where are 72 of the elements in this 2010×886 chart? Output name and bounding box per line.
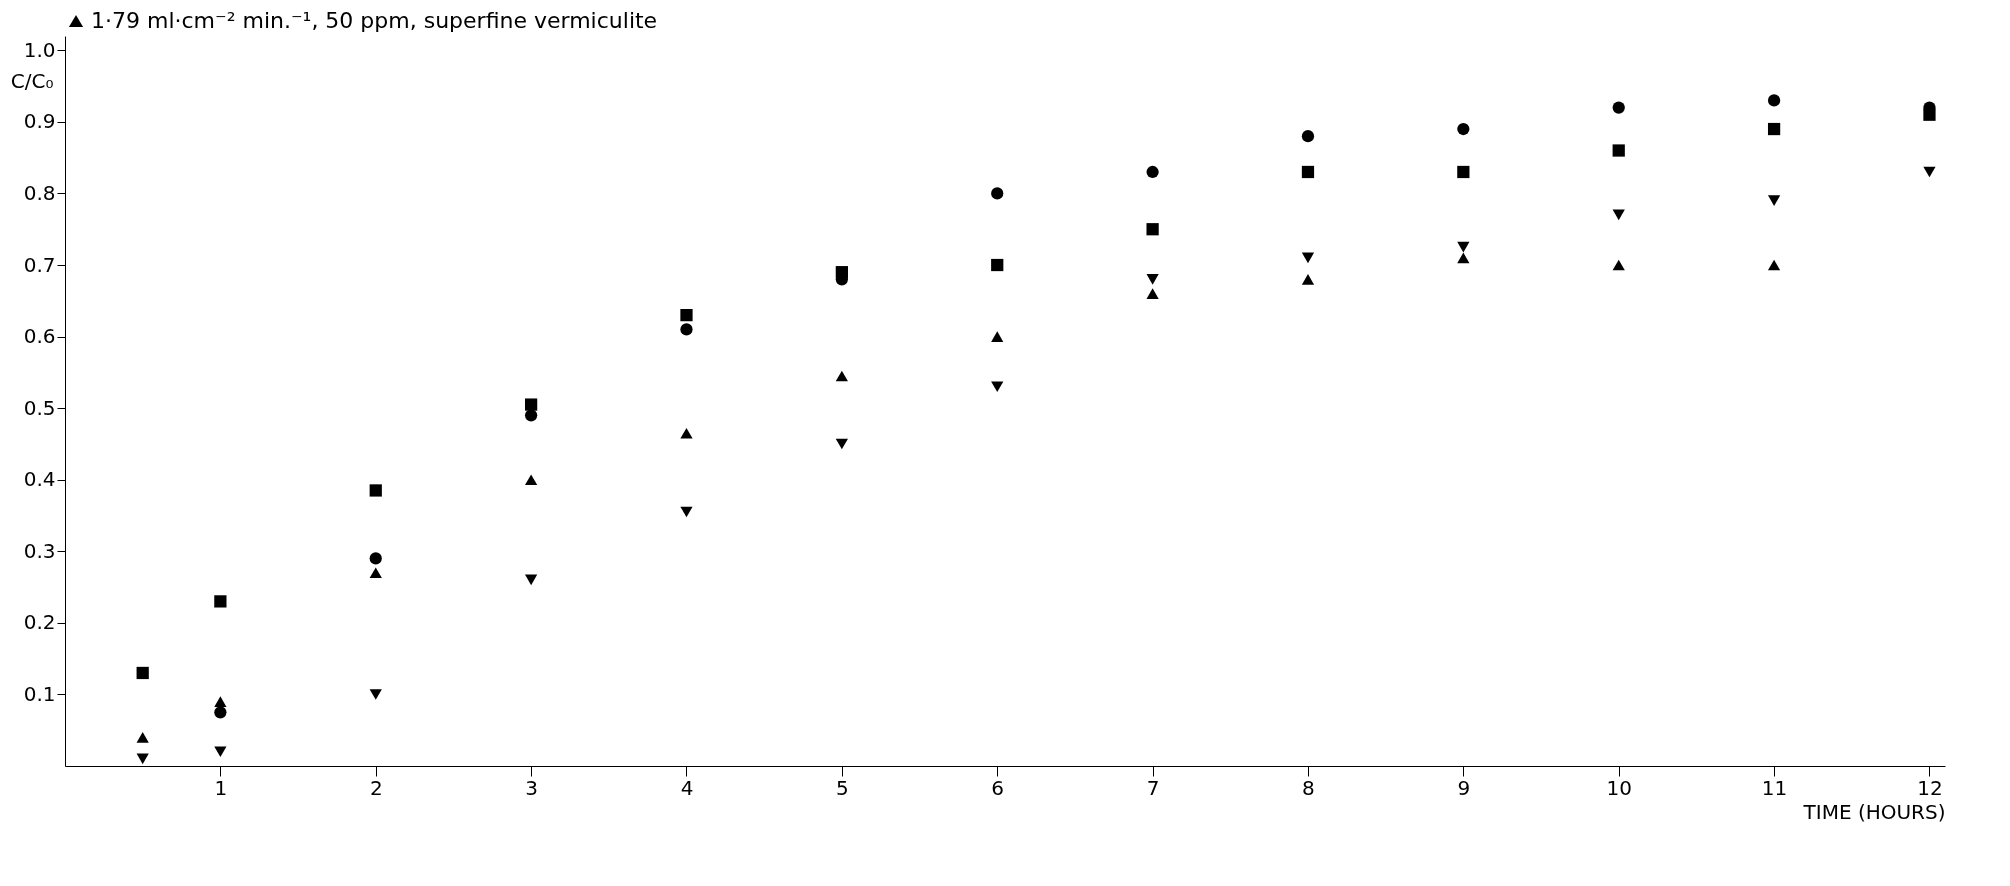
y-tick-label: 0.5 bbox=[23, 395, 56, 420]
y-tick-label: 0.4 bbox=[23, 467, 56, 492]
point bbox=[214, 746, 227, 757]
point bbox=[136, 666, 149, 680]
point bbox=[524, 398, 538, 411]
point bbox=[835, 266, 848, 279]
x-tick-label: 4 bbox=[680, 775, 694, 800]
x-tick-label: 7 bbox=[1146, 775, 1160, 800]
point bbox=[680, 506, 693, 518]
point bbox=[1457, 241, 1470, 253]
point bbox=[1923, 108, 1936, 121]
x-tick-label: 9 bbox=[1457, 775, 1471, 800]
point bbox=[1301, 165, 1315, 179]
point bbox=[369, 552, 382, 565]
point bbox=[1923, 166, 1936, 178]
point bbox=[991, 381, 1004, 392]
point bbox=[1301, 274, 1315, 285]
point bbox=[214, 595, 227, 608]
point bbox=[1767, 195, 1781, 206]
point bbox=[1767, 259, 1781, 271]
point bbox=[1457, 122, 1470, 136]
point bbox=[136, 732, 149, 743]
x-tick-label: 10 bbox=[1606, 775, 1632, 800]
point bbox=[835, 438, 848, 450]
point bbox=[369, 689, 382, 700]
point bbox=[1457, 165, 1470, 179]
y-tick-label: 0.9 bbox=[23, 109, 56, 134]
point bbox=[1767, 94, 1781, 107]
point bbox=[1457, 252, 1470, 264]
point bbox=[1612, 144, 1625, 157]
y-tick-label: 0.3 bbox=[23, 538, 56, 563]
point bbox=[1146, 288, 1159, 299]
point bbox=[369, 567, 382, 579]
point bbox=[991, 331, 1004, 342]
x-tick-label: 11 bbox=[1761, 775, 1788, 800]
x-tick-label: 5 bbox=[835, 775, 849, 800]
point bbox=[369, 484, 382, 497]
point bbox=[1146, 223, 1159, 236]
point bbox=[214, 696, 227, 707]
x-tick-label: 6 bbox=[991, 775, 1005, 800]
point bbox=[680, 427, 693, 439]
point bbox=[1301, 252, 1315, 264]
y-tick-label: 0.7 bbox=[23, 252, 56, 277]
point bbox=[680, 323, 693, 336]
y-tick-label: 0.6 bbox=[23, 324, 56, 349]
point bbox=[524, 574, 538, 586]
x-tick-label: 12 bbox=[1917, 775, 1943, 800]
x-tick-label: 3 bbox=[525, 775, 538, 800]
x-axis-title: TIME (HOURS) bbox=[1802, 799, 1946, 824]
point bbox=[1612, 101, 1625, 114]
point bbox=[991, 258, 1004, 272]
x-tick-label: 2 bbox=[369, 775, 383, 800]
point bbox=[991, 187, 1004, 200]
y-axis-title: C/C₀ bbox=[10, 68, 54, 93]
y-tick-label: 0.8 bbox=[23, 180, 56, 205]
point bbox=[1146, 274, 1159, 285]
point bbox=[214, 706, 227, 719]
y-tick-label: 0.1 bbox=[23, 681, 56, 706]
point bbox=[524, 474, 538, 486]
point bbox=[1612, 259, 1625, 271]
x-tick-label: 8 bbox=[1302, 775, 1315, 800]
point bbox=[1301, 130, 1315, 143]
point bbox=[1146, 165, 1159, 179]
point bbox=[1767, 122, 1781, 136]
point bbox=[680, 308, 693, 322]
legend-label: 1·79 ml·cm⁻² min.⁻¹, 50 ppm, superfine vermiculite bbox=[91, 8, 658, 33]
point bbox=[1612, 209, 1625, 221]
point bbox=[835, 370, 848, 382]
point bbox=[136, 753, 149, 765]
y-tick-label: 1.0 bbox=[23, 37, 56, 62]
y-tick-label: 0.2 bbox=[23, 610, 56, 635]
x-tick-label: 1 bbox=[214, 775, 228, 800]
